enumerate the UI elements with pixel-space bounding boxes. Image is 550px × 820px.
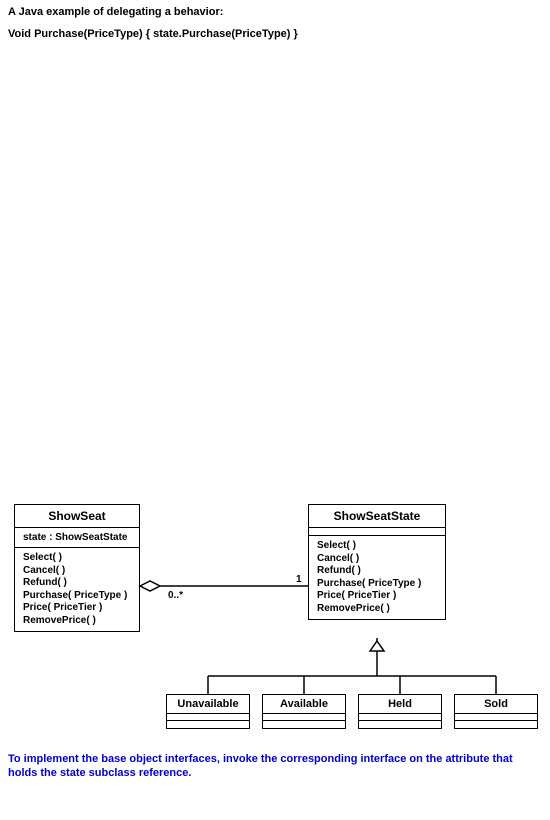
attribute: state : ShowSeatState <box>23 532 131 543</box>
operation: Refund( ) <box>317 565 437 578</box>
footer-note: To implement the base object interfaces,… <box>8 753 538 781</box>
operation: RemovePrice( ) <box>23 615 131 628</box>
operation: Cancel( ) <box>317 553 437 566</box>
operation: RemovePrice( ) <box>317 603 437 616</box>
multiplicity-to: 1 <box>296 574 302 585</box>
class-operations <box>455 721 537 728</box>
class-attributes <box>167 714 249 721</box>
subclass-unavailable: Unavailable <box>166 694 250 729</box>
class-operations <box>263 721 345 728</box>
operation: Cancel( ) <box>23 565 131 578</box>
intro-line-2: Void Purchase(PriceType) { state.Purchas… <box>8 28 298 40</box>
multiplicity-from: 0..* <box>168 590 183 601</box>
class-attributes: state : ShowSeatState <box>15 528 139 548</box>
class-attributes <box>455 714 537 721</box>
class-attributes <box>263 714 345 721</box>
class-name: Held <box>359 695 441 714</box>
intro-line-1: A Java example of delegating a behavior: <box>8 6 223 18</box>
operation: Price( PriceTier ) <box>23 602 131 615</box>
generalization-triangle-icon <box>370 641 384 651</box>
operation: Select( ) <box>317 540 437 553</box>
class-showseat: ShowSeat state : ShowSeatState Select( )… <box>14 504 140 632</box>
operation: Select( ) <box>23 552 131 565</box>
operation: Purchase( PriceType ) <box>23 590 131 603</box>
aggregation-diamond <box>140 581 160 591</box>
class-operations <box>167 721 249 728</box>
class-attributes <box>309 528 445 536</box>
class-name: ShowSeatState <box>309 505 445 528</box>
class-operations: Select( ) Cancel( ) Refund( ) Purchase( … <box>309 536 445 619</box>
subclass-available: Available <box>262 694 346 729</box>
class-operations: Select( ) Cancel( ) Refund( ) Purchase( … <box>15 548 139 631</box>
class-attributes <box>359 714 441 721</box>
subclass-held: Held <box>358 694 442 729</box>
operation: Price( PriceTier ) <box>317 590 437 603</box>
class-name: Unavailable <box>167 695 249 714</box>
class-operations <box>359 721 441 728</box>
subclass-sold: Sold <box>454 694 538 729</box>
class-showseatstate: ShowSeatState Select( ) Cancel( ) Refund… <box>308 504 446 620</box>
class-name: Sold <box>455 695 537 714</box>
operation: Purchase( PriceType ) <box>317 578 437 591</box>
operation: Refund( ) <box>23 577 131 590</box>
class-name: Available <box>263 695 345 714</box>
class-name: ShowSeat <box>15 505 139 528</box>
